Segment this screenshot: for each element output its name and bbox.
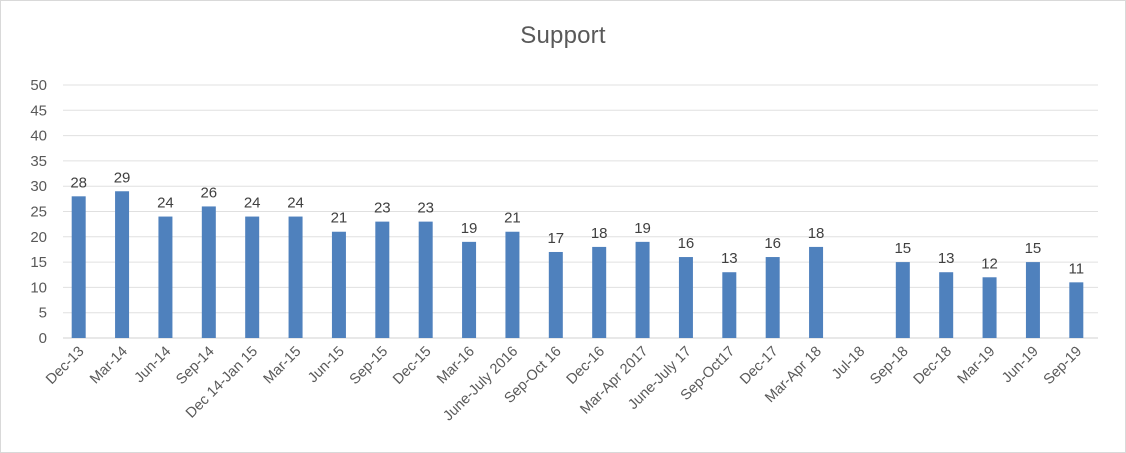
- bar: [678, 257, 693, 338]
- data-label: 15: [1025, 240, 1042, 257]
- data-label: 24: [287, 195, 304, 212]
- bar: [158, 216, 173, 338]
- data-label: 16: [678, 235, 695, 252]
- x-tick-label: Jun-19: [999, 344, 1042, 387]
- data-label: 28: [70, 174, 87, 191]
- data-label: 23: [417, 200, 434, 217]
- bar: [592, 246, 607, 338]
- y-axis: 0 5 10 15 20 25 30 35 40 45 50: [30, 77, 47, 347]
- data-label: 19: [461, 220, 478, 237]
- data-label: 16: [764, 235, 781, 252]
- x-tick-label: Sep-19: [1041, 344, 1085, 388]
- bar: [115, 191, 130, 338]
- bar: [288, 216, 303, 338]
- data-label: 19: [634, 220, 651, 237]
- x-tick-label: Dec-15: [390, 344, 434, 388]
- x-tick-label: Jun-14: [132, 344, 175, 387]
- bar: [331, 231, 346, 338]
- y-tick-label: 0: [39, 330, 47, 347]
- data-label: 23: [374, 200, 391, 217]
- bar: [982, 277, 997, 338]
- bar: [1069, 282, 1084, 338]
- bar: [939, 272, 954, 338]
- chart-title: Support: [520, 22, 606, 49]
- data-label: 13: [721, 250, 738, 267]
- bar: [895, 262, 910, 338]
- y-tick-label: 5: [39, 305, 47, 322]
- y-tick-label: 25: [30, 204, 47, 221]
- y-tick-label: 45: [30, 102, 47, 119]
- x-tick-label: Dec-18: [911, 344, 955, 388]
- x-tick-label: June-July 2016: [440, 344, 521, 425]
- data-label: 24: [244, 195, 261, 212]
- data-label: 11: [1069, 260, 1085, 277]
- x-tick-label: Mar-14: [87, 344, 131, 388]
- bar-series: [71, 191, 1084, 338]
- bar: [635, 241, 650, 338]
- bar: [809, 246, 824, 338]
- y-tick-label: 30: [30, 178, 47, 195]
- bar: [71, 196, 86, 338]
- x-tick-label: Mar-16: [434, 344, 478, 388]
- data-label: 21: [504, 210, 521, 227]
- bar: [505, 231, 520, 338]
- y-tick-label: 20: [30, 229, 47, 246]
- data-label: 17: [547, 230, 564, 247]
- bar: [245, 216, 260, 338]
- data-label: 21: [331, 210, 348, 227]
- x-tick-label: Dec-13: [43, 344, 87, 388]
- bar: [418, 221, 433, 338]
- x-tick-label: Mar-19: [955, 344, 999, 388]
- data-label: 13: [938, 250, 955, 267]
- x-tick-label: Jun-15: [305, 344, 348, 387]
- bar: [722, 272, 737, 338]
- data-label: 26: [200, 184, 217, 201]
- y-tick-label: 10: [30, 279, 47, 296]
- y-tick-label: 15: [30, 254, 47, 271]
- bar: [375, 221, 390, 338]
- bar: [1025, 262, 1040, 338]
- data-label: 29: [114, 169, 131, 186]
- data-labels: 28 29 24 26 24 24 21 23 23 19 21 17 18 19 16 13 16 18 15 13…: [70, 169, 1084, 277]
- bar: [462, 241, 477, 338]
- data-label: 15: [894, 240, 911, 257]
- y-tick-label: 40: [30, 128, 47, 145]
- data-label: 18: [808, 225, 825, 242]
- y-tick-label: 50: [30, 77, 47, 94]
- bar: [201, 206, 216, 338]
- x-tick-label: Sep-15: [347, 344, 391, 388]
- y-tick-label: 35: [30, 153, 47, 170]
- x-tick-label: Mar-15: [261, 344, 305, 388]
- data-label: 12: [981, 255, 998, 272]
- bar: [548, 251, 563, 338]
- data-label: 18: [591, 225, 608, 242]
- x-tick-label: Jul-18: [829, 344, 868, 383]
- gridlines: [63, 84, 1098, 339]
- x-tick-label: Sep-18: [867, 344, 911, 388]
- data-label: 24: [157, 195, 174, 212]
- bar: [765, 257, 780, 338]
